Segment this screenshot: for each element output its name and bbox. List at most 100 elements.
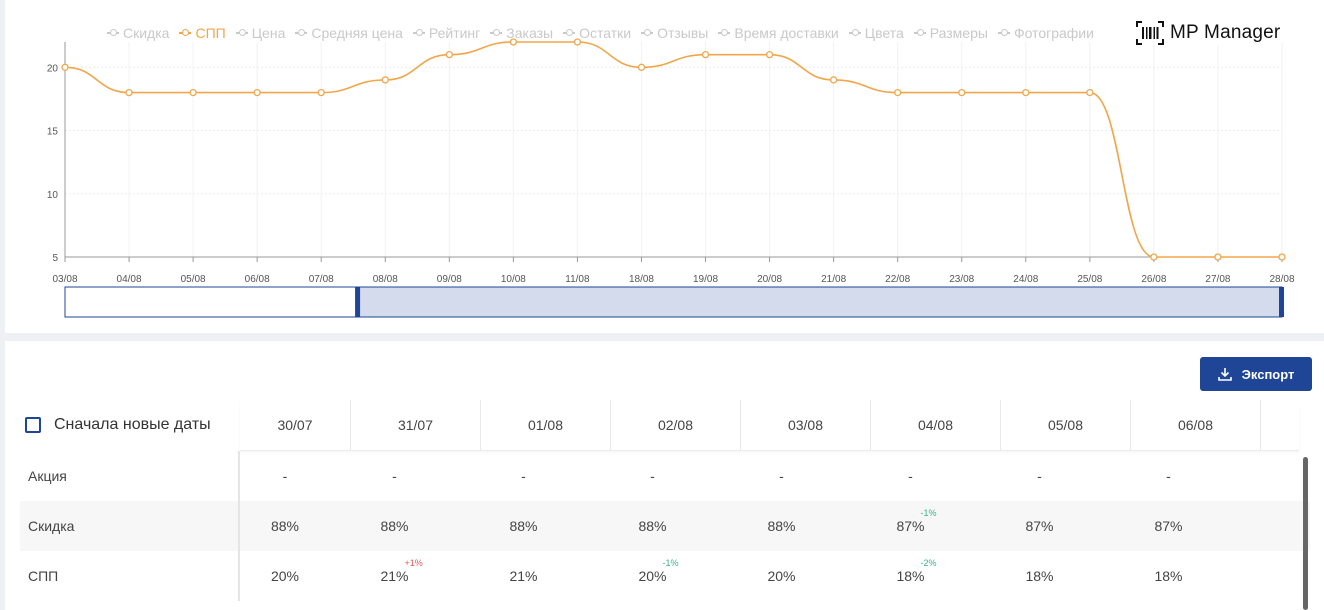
legend-label: Цвета (864, 25, 904, 41)
cell-value: - (779, 468, 784, 484)
cell-value: 88% (271, 518, 299, 534)
range-slider-selection[interactable] (356, 286, 1283, 318)
y-tick-label: 5 (52, 253, 58, 264)
cell-value: - (1037, 468, 1042, 484)
table-cell: 20% (717, 551, 846, 601)
table-row: СПП 20% 21% +1% 21% 20% -1% 20% 18% -2% 18% 18% (20, 551, 1310, 601)
date-column-header: 03/08 (741, 400, 871, 450)
cell-value-text: 88% (380, 518, 409, 534)
data-point[interactable] (1278, 253, 1286, 261)
table-cell: 88% (717, 501, 846, 551)
cell-value-text: - (650, 468, 655, 484)
cell-value: - (392, 468, 397, 484)
data-point[interactable] (573, 38, 582, 46)
row-cells: 20% 21% +1% 21% 20% -1% 20% 18% -2% 18% 18% (240, 551, 1233, 601)
data-point[interactable] (1214, 253, 1222, 261)
legend-marker-icon (848, 28, 861, 38)
data-point[interactable] (381, 76, 389, 84)
cell-value: 18% (1154, 568, 1182, 584)
table-cell: 88% (240, 501, 330, 551)
table-cell: 21% +1% (330, 551, 459, 601)
cell-value: 18% -2% (896, 558, 936, 584)
legend-item[interactable]: Скидка (107, 23, 169, 43)
cell-value: - (650, 468, 655, 484)
data-point[interactable] (509, 38, 518, 46)
sort-newest-first-toggle[interactable]: Сначала новые даты (25, 416, 211, 434)
range-slider-right-handle[interactable] (1279, 287, 1284, 317)
legend-item[interactable]: Время доставки (718, 23, 839, 43)
data-point[interactable] (1086, 88, 1094, 97)
data-point[interactable] (1022, 88, 1030, 97)
legend-item[interactable]: Заказы (490, 23, 553, 43)
table-row: Акция - - - - - - - - (20, 451, 1310, 501)
data-point[interactable] (317, 88, 325, 97)
legend-item[interactable]: Фотографии (997, 23, 1094, 43)
brand-name: MP Manager (1170, 22, 1281, 43)
y-tick-label: 15 (47, 127, 59, 138)
data-point[interactable] (958, 88, 966, 97)
sort-toggle-label: Сначала новые даты (54, 416, 211, 433)
date-column-header: 30/07 (240, 400, 351, 450)
cell-value-text: 21% (380, 568, 409, 584)
data-point[interactable] (61, 63, 69, 71)
legend-marker-icon (490, 28, 503, 38)
legend-item[interactable]: Рейтинг (412, 23, 481, 43)
cell-value-text: - (1166, 468, 1171, 484)
data-point[interactable] (125, 88, 133, 97)
legend-marker-icon (107, 28, 119, 38)
data-point[interactable] (637, 63, 646, 71)
legend-item[interactable]: Размеры (913, 23, 988, 43)
cell-value-text: - (392, 468, 397, 484)
data-point[interactable] (829, 76, 838, 84)
legend-label: Рейтинг (428, 25, 481, 41)
data-point[interactable] (445, 50, 453, 59)
table-cell: 20% -1% (588, 551, 717, 601)
cell-value: - (521, 468, 526, 484)
row-cells: -------- (240, 451, 1233, 501)
x-tick-label: 07/08 (309, 274, 334, 285)
data-point[interactable] (765, 50, 774, 59)
legend-marker-icon (718, 28, 731, 38)
legend-label: Цена (251, 25, 286, 41)
cell-value-text: - (908, 468, 913, 484)
cell-value-text: 18% (896, 568, 925, 584)
change-badge: -1% (920, 508, 937, 518)
legend-item[interactable]: Отзывы (641, 23, 708, 43)
cell-value: - (283, 468, 288, 484)
legend-label: Скидка (123, 25, 170, 41)
vertical-scrollbar[interactable] (1303, 457, 1308, 610)
range-slider-left-handle[interactable] (355, 287, 361, 317)
data-point[interactable] (1150, 253, 1158, 261)
legend-item[interactable]: СПП (179, 23, 226, 43)
legend-item[interactable]: Цвета (848, 23, 904, 43)
sort-checkbox[interactable] (25, 417, 41, 433)
export-button[interactable]: Экспорт (1200, 357, 1312, 391)
table-cell: 88% (330, 501, 459, 551)
table-cell: 18% -2% (846, 551, 975, 601)
table-cell: - (846, 451, 975, 501)
spp-series-line (64, 41, 1282, 258)
table-cell: 18% (975, 551, 1104, 601)
cell-value: 21% (509, 568, 537, 584)
table-row: Скидка 88% 88% 88% 88% 88% 87% -1% 87% 87% (20, 501, 1310, 551)
table-cell: - (975, 451, 1104, 501)
metrics-table: Акция - - - - - - - - Скидка 88% 88% 88% 88% 88% 87% -1%… (20, 451, 1310, 601)
cell-value-text: 18% (1154, 568, 1183, 584)
x-tick-label: 09/08 (437, 274, 462, 285)
data-point[interactable] (701, 50, 710, 59)
row-label: Акция (20, 451, 240, 501)
legend-marker-icon (997, 28, 1010, 38)
legend-marker-icon (563, 28, 576, 38)
cell-value-text: 88% (270, 518, 300, 534)
cell-value: 18% (1025, 568, 1053, 584)
cell-value: 20% (271, 568, 299, 584)
data-point[interactable] (189, 88, 197, 97)
data-point[interactable] (894, 88, 902, 97)
x-tick-label: 24/08 (1013, 274, 1038, 285)
table-cell: 88% (459, 501, 588, 551)
legend-item[interactable]: Средняя цена (295, 23, 403, 43)
legend-item[interactable]: Остатки (563, 23, 631, 43)
legend-item[interactable]: Цена (235, 23, 286, 43)
data-point[interactable] (253, 88, 261, 97)
legend-marker-icon (235, 28, 248, 38)
